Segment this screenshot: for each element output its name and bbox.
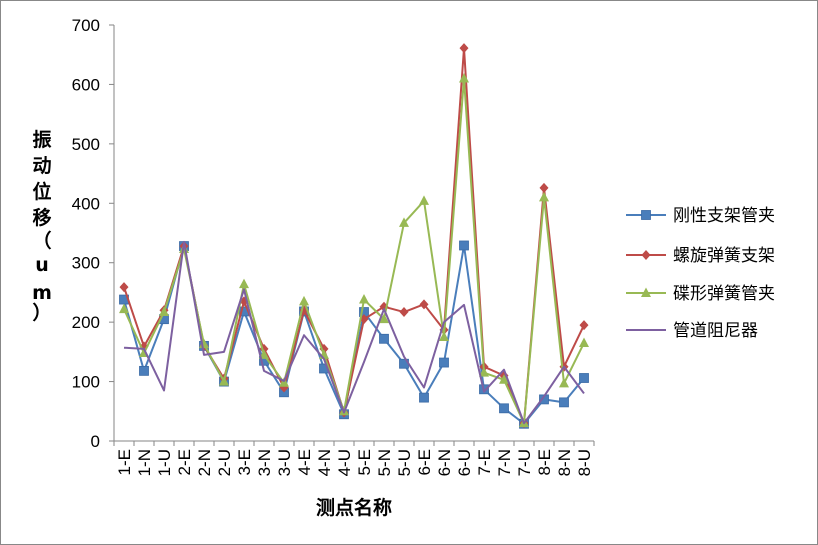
data-point bbox=[559, 397, 569, 408]
data-point bbox=[359, 294, 369, 304]
x-tick-label: 3-U bbox=[275, 449, 294, 476]
y-tick-label: 200 bbox=[72, 313, 100, 332]
x-tick-label: 7-N bbox=[495, 449, 514, 476]
y-axis-title-char: u bbox=[35, 254, 49, 276]
x-tick-label: 2-E bbox=[175, 449, 194, 475]
data-point bbox=[559, 377, 569, 388]
y-axis-title-char: m bbox=[32, 282, 52, 304]
series-3 bbox=[119, 72, 589, 428]
legend-label: 碟形弹簧管夹 bbox=[673, 284, 775, 304]
data-point bbox=[259, 349, 269, 359]
legend-item: 螺旋弹簧支架 bbox=[626, 246, 775, 266]
x-tick-label: 5-E bbox=[355, 449, 374, 475]
series-line bbox=[123, 47, 585, 425]
data-point bbox=[479, 367, 489, 377]
legend-item: 碟形弹簧管夹 bbox=[626, 284, 775, 304]
legend-item: 刚性支架管夹 bbox=[626, 206, 775, 226]
series-layer bbox=[119, 43, 589, 429]
data-point bbox=[439, 331, 449, 341]
data-point bbox=[499, 374, 509, 384]
y-tick-label: 100 bbox=[72, 373, 100, 392]
legend-label: 螺旋弹簧支架 bbox=[673, 246, 775, 266]
data-point bbox=[459, 240, 469, 251]
series-4 bbox=[123, 240, 585, 425]
data-point bbox=[379, 333, 389, 344]
y-tick-label: 400 bbox=[72, 194, 100, 213]
data-point bbox=[119, 303, 129, 314]
data-point bbox=[579, 337, 589, 347]
x-tick-label: 6-E bbox=[415, 449, 434, 475]
data-point bbox=[139, 365, 149, 376]
data-point bbox=[419, 392, 429, 403]
data-point bbox=[119, 282, 129, 293]
x-tick-label: 4-E bbox=[295, 449, 314, 475]
y-tick-label: 600 bbox=[72, 75, 100, 94]
y-axis-title-char: ） bbox=[32, 301, 51, 324]
x-tick-label: 3-N bbox=[255, 449, 274, 476]
data-point bbox=[539, 182, 549, 193]
y-axis-title-char: 移 bbox=[32, 206, 51, 229]
x-tick-label: 7-E bbox=[475, 449, 494, 475]
x-tick-label: 8-E bbox=[535, 449, 554, 475]
y-axis-title-char: （ bbox=[32, 229, 51, 252]
x-tick-label: 6-U bbox=[455, 449, 474, 476]
x-tick-label: 4-U bbox=[335, 449, 354, 476]
y-tick-label: 700 bbox=[72, 16, 100, 35]
data-point bbox=[299, 295, 309, 306]
data-point bbox=[379, 313, 389, 324]
x-tick-label: 8-U bbox=[575, 449, 594, 476]
data-point bbox=[499, 403, 509, 414]
series-line bbox=[123, 77, 585, 425]
x-tick-label: 6-N bbox=[435, 449, 454, 476]
data-point bbox=[641, 250, 651, 260]
x-tick-label: 2-N bbox=[195, 449, 214, 476]
series-line bbox=[123, 240, 585, 425]
series-2 bbox=[119, 43, 589, 429]
data-point bbox=[279, 377, 289, 387]
y-tick-label: 500 bbox=[72, 135, 100, 154]
data-point bbox=[159, 306, 169, 317]
series-1 bbox=[119, 240, 589, 429]
data-point bbox=[239, 278, 249, 289]
x-tick-label: 1-N bbox=[135, 449, 154, 476]
data-point bbox=[219, 376, 229, 386]
data-point bbox=[459, 72, 469, 83]
x-tick-label: 1-U bbox=[155, 449, 174, 476]
y-tick-labels: 0 100 200 300 400 500 600 700 bbox=[72, 16, 100, 451]
y-tick-label: 0 bbox=[91, 432, 100, 451]
data-point bbox=[419, 195, 429, 205]
data-point bbox=[641, 210, 651, 220]
data-point bbox=[399, 307, 409, 318]
x-tick-label: 3-E bbox=[235, 449, 254, 475]
y-axis-title-char: 振 bbox=[32, 128, 51, 151]
data-point bbox=[399, 217, 409, 227]
data-point bbox=[419, 299, 429, 310]
x-tick-label: 7-U bbox=[515, 449, 534, 476]
legend-label: 刚性支架管夹 bbox=[673, 206, 775, 226]
data-point bbox=[641, 287, 651, 297]
x-tick-label: 5-N bbox=[375, 449, 394, 476]
y-tick-label: 300 bbox=[72, 254, 100, 273]
x-tick-label: 1-E bbox=[115, 449, 134, 475]
data-point bbox=[579, 320, 589, 331]
axes bbox=[109, 24, 595, 446]
x-tick-labels: 1-E 1-N 1-U 2-E 2-N 2-U 3-E 3-N 3-U 4-E 4-N 4-U 5-E 5… bbox=[115, 449, 594, 476]
data-point bbox=[579, 373, 589, 383]
data-point bbox=[459, 43, 469, 54]
legend-item: 管道阻尼器 bbox=[626, 321, 758, 341]
data-point bbox=[439, 357, 449, 368]
x-axis-title: 测点名称 bbox=[316, 496, 392, 519]
data-point bbox=[539, 191, 549, 202]
legend-label: 管道阻尼器 bbox=[673, 321, 758, 341]
x-tick-label: 4-N bbox=[315, 449, 334, 476]
y-axis-title-char: 动 bbox=[32, 155, 51, 177]
y-axis-title-char: 位 bbox=[32, 180, 51, 203]
x-tick-label: 8-N bbox=[555, 449, 574, 476]
x-tick-label: 5-U bbox=[395, 449, 414, 476]
x-tick-label: 2-U bbox=[215, 449, 234, 476]
